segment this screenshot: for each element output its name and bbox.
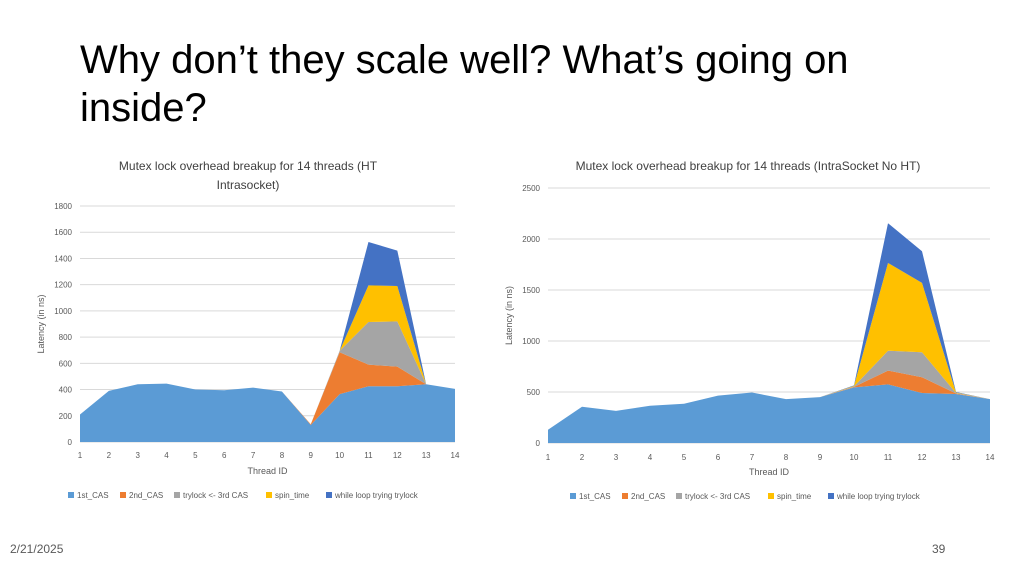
- x-tick-label: 3: [135, 451, 140, 460]
- area-series-2: [80, 321, 455, 425]
- x-tick-label: 4: [164, 451, 169, 460]
- x-tick-label: 1: [546, 453, 551, 462]
- y-tick-label: 2000: [522, 235, 540, 244]
- x-tick-label: 7: [251, 451, 256, 460]
- area-series-0: [548, 384, 990, 443]
- y-tick-label: 1000: [522, 337, 540, 346]
- legend-swatch: [828, 493, 834, 499]
- y-tick-label: 1400: [54, 254, 72, 263]
- chart-ht-intrasocket: Mutex lock overhead breakup for 14 threa…: [36, 159, 460, 500]
- y-tick-label: 1600: [54, 228, 72, 237]
- legend-swatch: [120, 492, 126, 498]
- y-tick-label: 400: [59, 386, 73, 395]
- legend-label: while loop trying trylock: [334, 491, 419, 500]
- x-tick-label: 11: [364, 451, 373, 460]
- legend-swatch: [174, 492, 180, 498]
- y-tick-label: 600: [59, 359, 73, 368]
- x-tick-label: 9: [818, 453, 823, 462]
- legend-swatch: [266, 492, 272, 498]
- area-series-4: [80, 242, 455, 425]
- y-tick-label: 200: [59, 412, 73, 421]
- y-axis-label: Latency (in ns): [504, 286, 514, 345]
- y-tick-label: 800: [59, 333, 73, 342]
- chart-title-line: Intrasocket): [217, 178, 280, 192]
- x-tick-label: 9: [309, 451, 314, 460]
- x-tick-label: 11: [884, 453, 893, 462]
- legend-label: spin_time: [777, 492, 812, 501]
- chart-title: Mutex lock overhead breakup for 14 threa…: [119, 159, 378, 192]
- legend-swatch: [68, 492, 74, 498]
- legend-swatch: [326, 492, 332, 498]
- x-tick-label: 4: [648, 453, 653, 462]
- area-series-0: [80, 383, 455, 442]
- area-series-3: [548, 262, 990, 430]
- y-axis-label: Latency (in ns): [36, 294, 46, 353]
- legend-swatch: [622, 493, 628, 499]
- x-tick-label: 8: [784, 453, 789, 462]
- x-tick-label: 1: [78, 451, 83, 460]
- legend-label: 1st_CAS: [77, 491, 109, 500]
- chart-title-line: Mutex lock overhead breakup for 14 threa…: [576, 159, 921, 173]
- x-tick-label: 6: [716, 453, 721, 462]
- legend-swatch: [570, 493, 576, 499]
- page-number: 39: [932, 542, 946, 556]
- legend-label: 2nd_CAS: [129, 491, 163, 500]
- legend-swatch: [676, 493, 682, 499]
- x-tick-label: 6: [222, 451, 227, 460]
- legend-label: 2nd_CAS: [631, 492, 665, 501]
- legend-label: trylock <- 3rd CAS: [183, 491, 248, 500]
- slide-title: Why don’t they scale well? What’s going …: [80, 38, 849, 130]
- area-series-2: [548, 350, 990, 430]
- slide-date: 2/21/2025: [10, 542, 64, 556]
- legend-label: 1st_CAS: [579, 492, 611, 501]
- x-tick-label: 8: [280, 451, 285, 460]
- x-tick-label: 2: [580, 453, 585, 462]
- x-tick-label: 7: [750, 453, 755, 462]
- x-tick-label: 3: [614, 453, 619, 462]
- y-tick-label: 1000: [54, 307, 72, 316]
- chart-title-line: Mutex lock overhead breakup for 14 threa…: [119, 159, 378, 173]
- area-series-1: [80, 352, 455, 425]
- y-tick-label: 500: [527, 388, 541, 397]
- x-axis-label: Thread ID: [749, 467, 790, 477]
- y-tick-label: 0: [536, 439, 541, 448]
- chart-intrasocket-no-ht: Mutex lock overhead breakup for 14 threa…: [504, 159, 995, 501]
- x-tick-label: 10: [850, 453, 859, 462]
- area-series-4: [548, 223, 990, 430]
- x-tick-label: 5: [682, 453, 687, 462]
- x-tick-label: 10: [335, 451, 344, 460]
- y-tick-label: 0: [68, 438, 73, 447]
- chart-title: Mutex lock overhead breakup for 14 threa…: [576, 159, 921, 173]
- y-tick-label: 1800: [54, 202, 72, 211]
- x-tick-label: 5: [193, 451, 198, 460]
- legend-label: while loop trying trylock: [836, 492, 921, 501]
- legend-label: spin_time: [275, 491, 310, 500]
- x-tick-label: 13: [422, 451, 431, 460]
- x-tick-label: 13: [952, 453, 961, 462]
- y-tick-label: 1200: [54, 281, 72, 290]
- x-tick-label: 12: [918, 453, 927, 462]
- legend-label: trylock <- 3rd CAS: [685, 492, 750, 501]
- y-tick-label: 1500: [522, 286, 540, 295]
- y-tick-label: 2500: [522, 184, 540, 193]
- legend-swatch: [768, 493, 774, 499]
- x-tick-label: 14: [451, 451, 460, 460]
- x-axis-label: Thread ID: [247, 466, 288, 476]
- area-series-3: [80, 285, 455, 425]
- x-tick-label: 12: [393, 451, 402, 460]
- x-tick-label: 2: [107, 451, 112, 460]
- x-tick-label: 14: [986, 453, 995, 462]
